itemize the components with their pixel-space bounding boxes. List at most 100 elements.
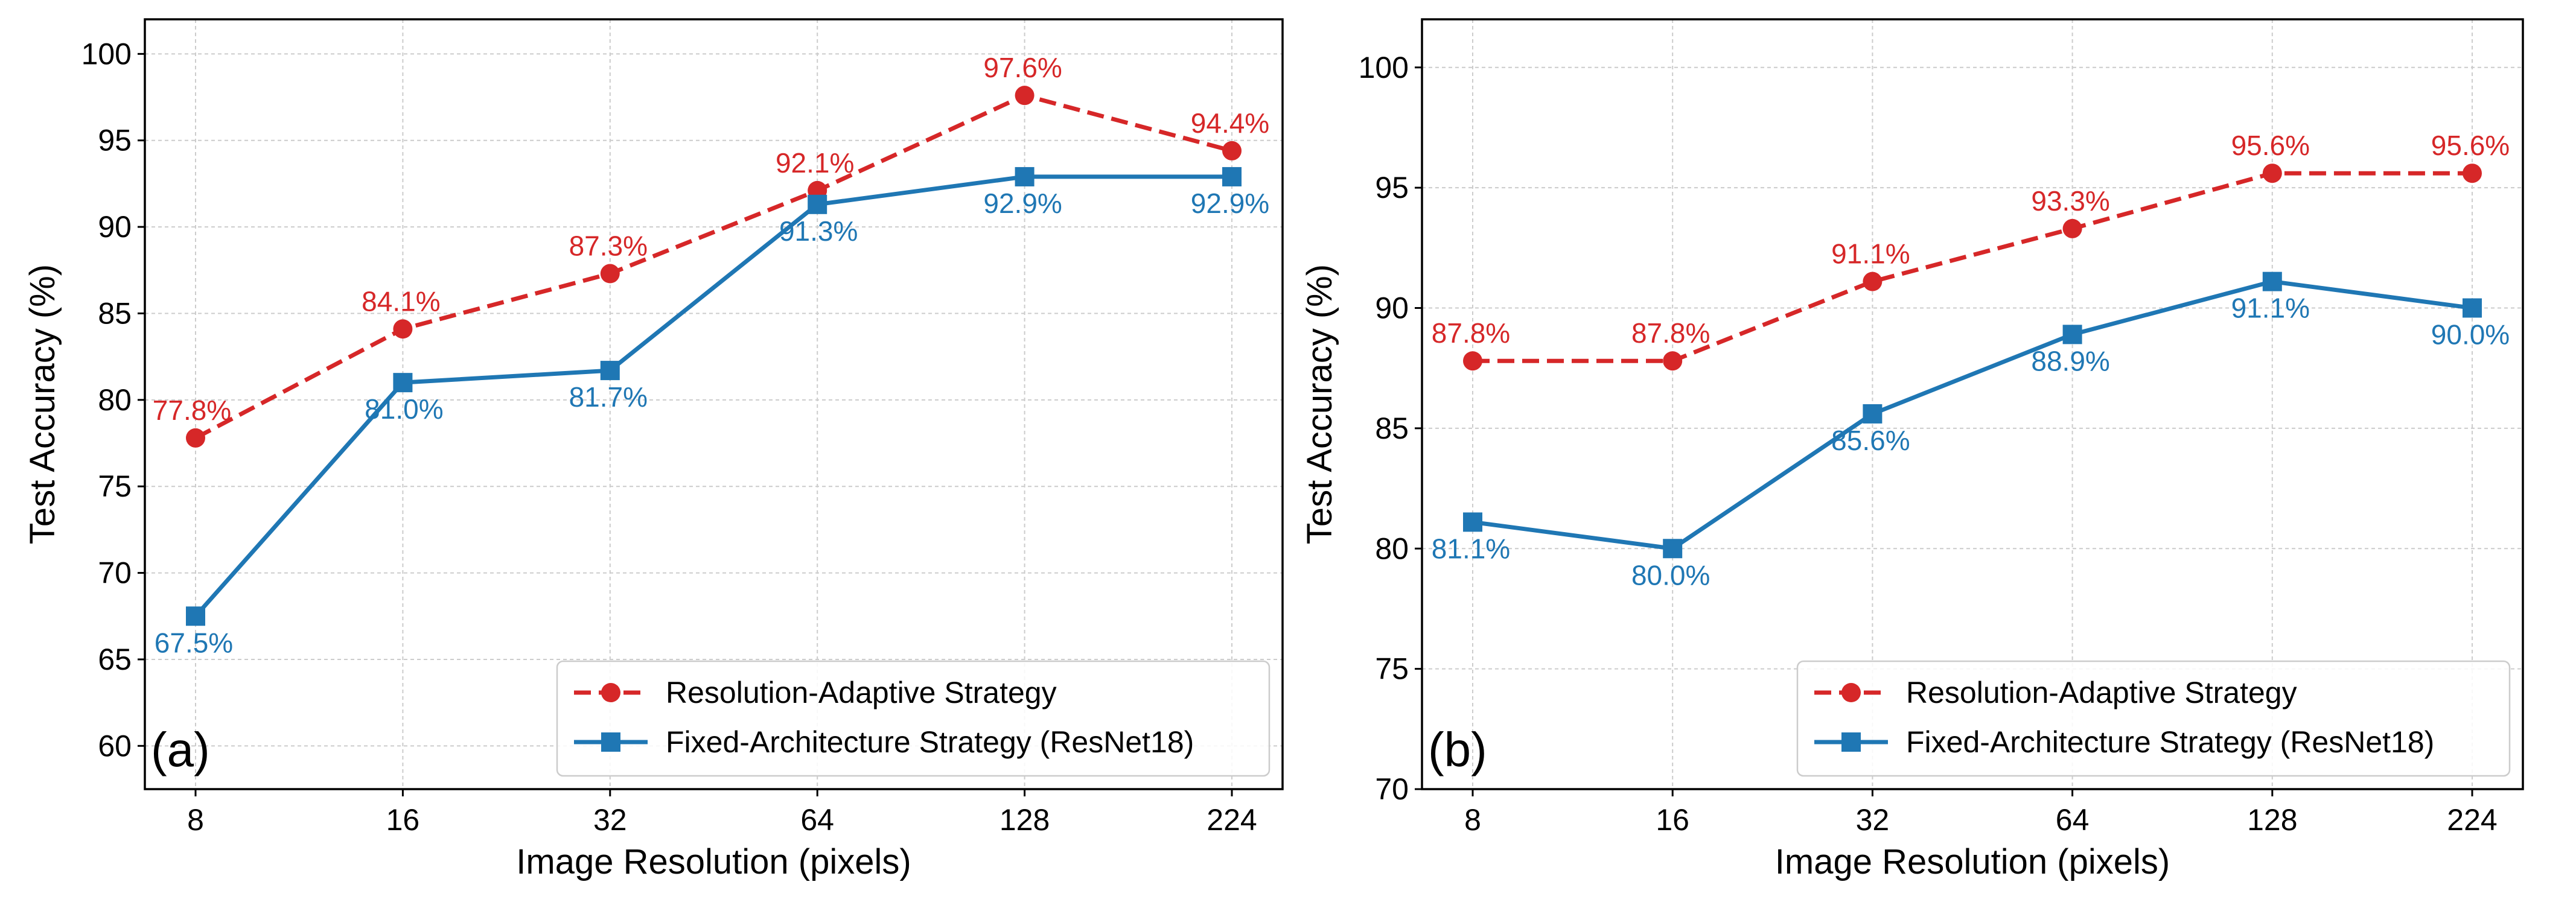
data-point-fixed	[2262, 271, 2282, 291]
legend-label-fixed: Fixed-Architecture Strategy (ResNet18)	[1906, 725, 2434, 759]
series-line-adaptive	[194, 93, 1232, 440]
y-tick-label: 95	[98, 124, 132, 157]
data-label-adaptive: 87.8%	[1631, 317, 1710, 349]
y-tick-label: 80	[1375, 532, 1409, 565]
x-tick-label: 32	[593, 803, 627, 837]
data-label-adaptive: 87.3%	[569, 230, 648, 262]
data-point-adaptive	[1463, 351, 1482, 371]
data-point-fixed	[186, 606, 205, 626]
legend: Resolution-Adaptive Strategy Fixed-Archit…	[556, 660, 1270, 777]
chart-panel-a: 60 65 70 75 80 85 90 95 100 8 16 32 64 128 224 Image Re…	[23, 18, 1284, 881]
data-point-adaptive	[393, 319, 413, 339]
series-adaptive: 77.8% 84.1% 87.3% 92.1% 97.6% 94.4%	[153, 52, 1269, 448]
data-point-fixed	[1463, 512, 1482, 532]
legend-marker-adaptive	[601, 683, 620, 702]
x-axis-title: Image Resolution (pixels)	[1775, 842, 2170, 881]
data-label-adaptive: 91.1%	[1831, 238, 1910, 270]
x-tick-label: 32	[1856, 803, 1890, 837]
data-label-adaptive: 77.8%	[153, 395, 231, 426]
data-point-adaptive	[2463, 163, 2482, 183]
y-tick-label: 85	[98, 296, 132, 330]
data-point-adaptive	[2262, 163, 2282, 183]
data-point-fixed	[600, 361, 620, 381]
plot-frame	[1421, 18, 2524, 790]
x-tick-label: 128	[2247, 803, 2297, 837]
data-label-fixed: 81.1%	[1432, 533, 1510, 564]
data-point-adaptive	[186, 428, 205, 448]
series-adaptive: 87.8% 87.8% 91.1% 93.3% 95.6% 95.6%	[1432, 130, 2510, 371]
data-point-fixed	[1863, 404, 1883, 424]
legend-label-fixed: Fixed-Architecture Strategy (ResNet18)	[666, 725, 1194, 759]
chart-panel-b: 70 75 80 85 90 95 100 8 16 32 64 128 224 Image Resolu…	[1300, 18, 2524, 881]
data-label-fixed: 88.9%	[2031, 345, 2109, 376]
legend-box	[556, 660, 1270, 777]
y-tick-label: 90	[98, 210, 132, 244]
x-tick-label: 224	[1207, 803, 1257, 837]
data-label-adaptive: 95.6%	[2231, 130, 2310, 161]
x-tick-label: 224	[2447, 803, 2497, 837]
data-label-fixed: 67.5%	[155, 627, 233, 658]
x-tick-label: 64	[2056, 803, 2090, 837]
y-tick-label: 85	[1375, 411, 1409, 445]
legend: Resolution-Adaptive Strategy Fixed-Archit…	[1796, 660, 2511, 777]
data-point-adaptive	[1663, 351, 1683, 371]
x-tick-label: 16	[386, 803, 420, 837]
y-tick-label: 80	[98, 383, 132, 417]
data-point-fixed	[808, 194, 827, 214]
data-point-fixed	[393, 373, 413, 393]
y-axis-title: Test Accuracy (%)	[1300, 264, 1339, 544]
data-point-fixed	[1222, 167, 1242, 186]
legend-marker-fixed	[1841, 732, 1861, 752]
data-point-fixed	[2463, 298, 2482, 318]
y-tick-label: 70	[1375, 772, 1409, 806]
x-tick-label: 64	[800, 803, 834, 837]
data-label-adaptive: 92.1%	[776, 147, 854, 179]
panel-label: (a)	[151, 723, 210, 776]
series-fixed: 81.1% 80.0% 85.6% 88.9% 91.1% 90.0%	[1432, 271, 2510, 591]
series-fixed: 67.5% 81.0% 81.7% 91.3% 92.9% 92.9%	[155, 167, 1269, 658]
data-point-adaptive	[1222, 141, 1242, 160]
y-tick-label: 90	[1375, 291, 1409, 325]
data-point-adaptive	[600, 264, 620, 284]
y-tick-label: 100	[1359, 51, 1409, 84]
data-point-adaptive	[2062, 218, 2082, 238]
y-tick-label: 95	[1375, 171, 1409, 205]
data-point-fixed	[2062, 325, 2082, 344]
x-axis-title: Image Resolution (pixels)	[516, 842, 911, 881]
data-label-adaptive: 93.3%	[2031, 185, 2109, 217]
series-line-fixed	[1472, 279, 2473, 551]
x-tick-label: 16	[1656, 803, 1689, 837]
x-tick-label: 8	[187, 803, 204, 837]
y-tick-label: 65	[98, 643, 132, 676]
data-point-adaptive	[1863, 271, 1883, 291]
legend-label-adaptive: Resolution-Adaptive Strategy	[1906, 676, 2297, 709]
data-label-fixed: 81.7%	[569, 381, 648, 413]
plot-frame	[144, 18, 1284, 790]
data-label-adaptive: 97.6%	[983, 52, 1062, 83]
data-point-fixed	[1015, 167, 1035, 186]
y-tick-label: 60	[98, 729, 132, 763]
data-label-fixed: 92.9%	[1191, 188, 1269, 219]
data-point-adaptive	[1015, 86, 1035, 106]
y-tick-label: 75	[1375, 652, 1409, 686]
data-label-adaptive: 94.4%	[1191, 107, 1269, 139]
series-line-fixed	[194, 174, 1232, 618]
legend-marker-adaptive	[1841, 683, 1861, 702]
y-axis-title: Test Accuracy (%)	[23, 264, 62, 544]
panel-label: (b)	[1428, 723, 1487, 776]
data-label-fixed: 80.0%	[1631, 559, 1710, 591]
data-label-fixed: 85.6%	[1831, 425, 1910, 456]
data-label-adaptive: 87.8%	[1432, 317, 1510, 349]
legend-marker-fixed	[601, 732, 620, 752]
data-label-adaptive: 84.1%	[362, 285, 440, 317]
y-tick-label: 75	[98, 469, 132, 503]
data-point-fixed	[1663, 539, 1683, 559]
legend-box	[1796, 660, 2511, 777]
x-tick-label: 8	[1464, 803, 1481, 837]
data-label-fixed: 91.3%	[779, 215, 858, 247]
legend-label-adaptive: Resolution-Adaptive Strategy	[666, 676, 1057, 709]
data-label-fixed: 92.9%	[983, 188, 1062, 219]
y-tick-label: 70	[98, 556, 132, 590]
x-tick-label: 128	[999, 803, 1050, 837]
data-label-adaptive: 95.6%	[2431, 130, 2510, 161]
